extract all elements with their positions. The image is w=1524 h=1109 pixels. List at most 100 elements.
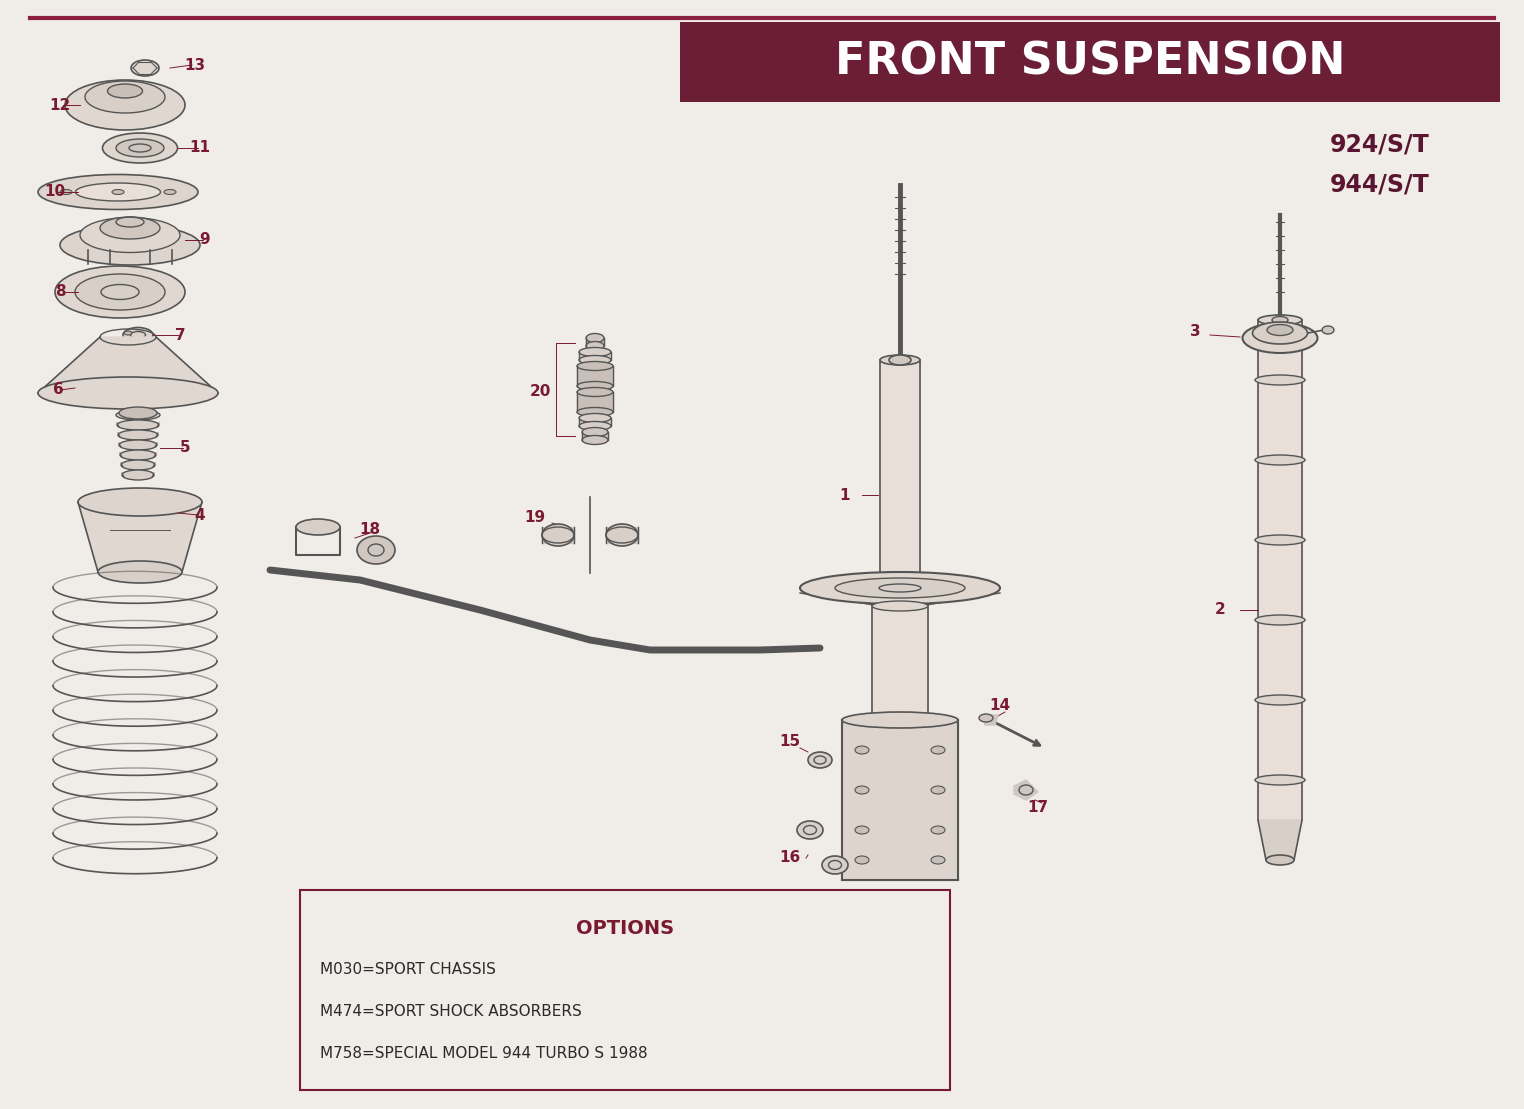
Ellipse shape [578, 381, 613, 390]
Ellipse shape [123, 327, 152, 343]
Polygon shape [1013, 780, 1038, 800]
Ellipse shape [607, 523, 639, 546]
Ellipse shape [119, 407, 157, 419]
Polygon shape [1257, 820, 1301, 859]
Ellipse shape [111, 190, 123, 194]
Ellipse shape [76, 183, 160, 201]
Ellipse shape [582, 427, 608, 437]
Polygon shape [1257, 321, 1301, 820]
Ellipse shape [1254, 455, 1305, 465]
Ellipse shape [165, 190, 175, 194]
Ellipse shape [821, 856, 847, 874]
Ellipse shape [55, 266, 184, 318]
Polygon shape [38, 337, 218, 393]
Ellipse shape [1321, 326, 1334, 334]
Ellipse shape [1257, 315, 1301, 325]
Ellipse shape [101, 217, 160, 240]
Ellipse shape [931, 746, 945, 754]
Ellipse shape [797, 821, 823, 840]
Ellipse shape [579, 347, 611, 356]
Ellipse shape [587, 342, 604, 350]
Ellipse shape [855, 746, 869, 754]
Ellipse shape [1242, 323, 1318, 353]
Ellipse shape [120, 450, 155, 460]
Ellipse shape [1254, 375, 1305, 385]
Text: 15: 15 [779, 734, 800, 750]
Ellipse shape [98, 561, 181, 583]
Text: OPTIONS: OPTIONS [576, 918, 674, 937]
Bar [680, 22, 1500, 102]
Ellipse shape [1254, 615, 1305, 625]
Ellipse shape [59, 225, 200, 265]
Text: 18: 18 [360, 522, 381, 538]
Ellipse shape [578, 362, 613, 370]
Ellipse shape [872, 601, 928, 611]
Ellipse shape [931, 856, 945, 864]
Text: 1: 1 [840, 488, 850, 502]
Text: 3: 3 [1190, 325, 1201, 339]
Text: 11: 11 [189, 141, 210, 155]
Ellipse shape [879, 574, 920, 586]
Polygon shape [841, 720, 959, 881]
Ellipse shape [123, 330, 133, 335]
Ellipse shape [1266, 325, 1292, 336]
Ellipse shape [38, 377, 218, 409]
Text: 12: 12 [49, 98, 70, 112]
Text: 13: 13 [184, 58, 206, 72]
Ellipse shape [835, 578, 965, 598]
Ellipse shape [117, 430, 158, 440]
Ellipse shape [808, 752, 832, 769]
Text: 2: 2 [1215, 602, 1225, 618]
Ellipse shape [1020, 785, 1033, 795]
Polygon shape [543, 527, 575, 543]
Text: 14: 14 [989, 699, 1010, 713]
Ellipse shape [116, 410, 160, 420]
Polygon shape [607, 527, 639, 543]
Text: 19: 19 [524, 510, 546, 526]
Text: FRONT SUSPENSION: FRONT SUSPENSION [835, 41, 1346, 83]
Ellipse shape [131, 60, 158, 77]
Polygon shape [579, 352, 611, 360]
Ellipse shape [931, 786, 945, 794]
Text: M474=SPORT SHOCK ABSORBERS: M474=SPORT SHOCK ABSORBERS [320, 1005, 582, 1019]
Ellipse shape [800, 572, 1000, 604]
Ellipse shape [855, 856, 869, 864]
Ellipse shape [855, 786, 869, 794]
Ellipse shape [578, 407, 613, 417]
Text: 8: 8 [55, 285, 66, 299]
Text: 924/S/T: 924/S/T [1330, 133, 1430, 157]
Polygon shape [579, 418, 611, 426]
Ellipse shape [122, 470, 154, 480]
Ellipse shape [75, 274, 165, 311]
Ellipse shape [1254, 695, 1305, 705]
Ellipse shape [579, 414, 611, 423]
Ellipse shape [978, 714, 994, 722]
Polygon shape [582, 433, 608, 440]
Ellipse shape [931, 826, 945, 834]
Polygon shape [879, 360, 920, 580]
Text: 20: 20 [529, 385, 550, 399]
Ellipse shape [120, 460, 155, 470]
Ellipse shape [296, 519, 340, 535]
Text: 944/S/T: 944/S/T [1330, 173, 1430, 197]
Ellipse shape [1253, 322, 1308, 344]
Ellipse shape [116, 139, 165, 157]
Ellipse shape [578, 387, 613, 397]
Text: 16: 16 [779, 851, 800, 865]
Ellipse shape [59, 190, 72, 194]
Ellipse shape [1254, 535, 1305, 545]
Ellipse shape [119, 440, 157, 450]
Text: 5: 5 [180, 440, 190, 456]
Text: 6: 6 [53, 383, 64, 397]
Ellipse shape [66, 80, 184, 130]
Ellipse shape [1266, 855, 1294, 865]
Text: 17: 17 [1027, 801, 1049, 815]
Text: M030=SPORT CHASSIS: M030=SPORT CHASSIS [320, 963, 495, 977]
Polygon shape [78, 502, 203, 572]
Ellipse shape [85, 81, 165, 113]
Ellipse shape [117, 420, 158, 430]
Text: 9: 9 [200, 233, 210, 247]
Text: M758=SPECIAL MODEL 944 TURBO S 1988: M758=SPECIAL MODEL 944 TURBO S 1988 [320, 1047, 648, 1061]
Ellipse shape [855, 826, 869, 834]
Ellipse shape [1254, 775, 1305, 785]
